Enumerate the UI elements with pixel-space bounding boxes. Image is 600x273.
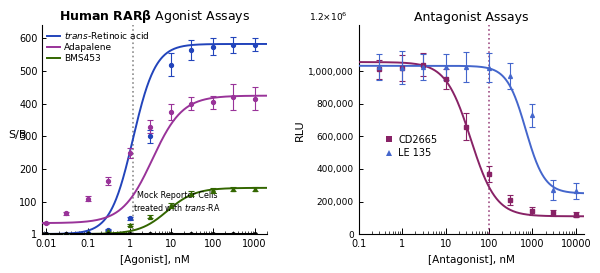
Y-axis label: S/B: S/B (8, 130, 27, 140)
Y-axis label: RLU: RLU (295, 119, 305, 141)
Legend: CD2665, LE 135: CD2665, LE 135 (382, 131, 441, 162)
Text: 1.2×10$^{6}$: 1.2×10$^{6}$ (309, 11, 348, 23)
Title: Antagonist Assays: Antagonist Assays (414, 11, 529, 24)
Text: Mock Reporter Cells
treated with $\it{trans}$-RA: Mock Reporter Cells treated with $\it{tr… (133, 191, 221, 213)
Legend: $\it{trans}$-Retinoic acid, Adapalene, BMS453: $\it{trans}$-Retinoic acid, Adapalene, B… (47, 30, 149, 63)
X-axis label: [Agonist], nM: [Agonist], nM (120, 255, 190, 265)
X-axis label: [Antagonist], nM: [Antagonist], nM (428, 255, 515, 265)
Title: $\mathbf{Human\ RAR\beta}$ Agonist Assays: $\mathbf{Human\ RAR\beta}$ Agonist Assay… (59, 8, 250, 25)
